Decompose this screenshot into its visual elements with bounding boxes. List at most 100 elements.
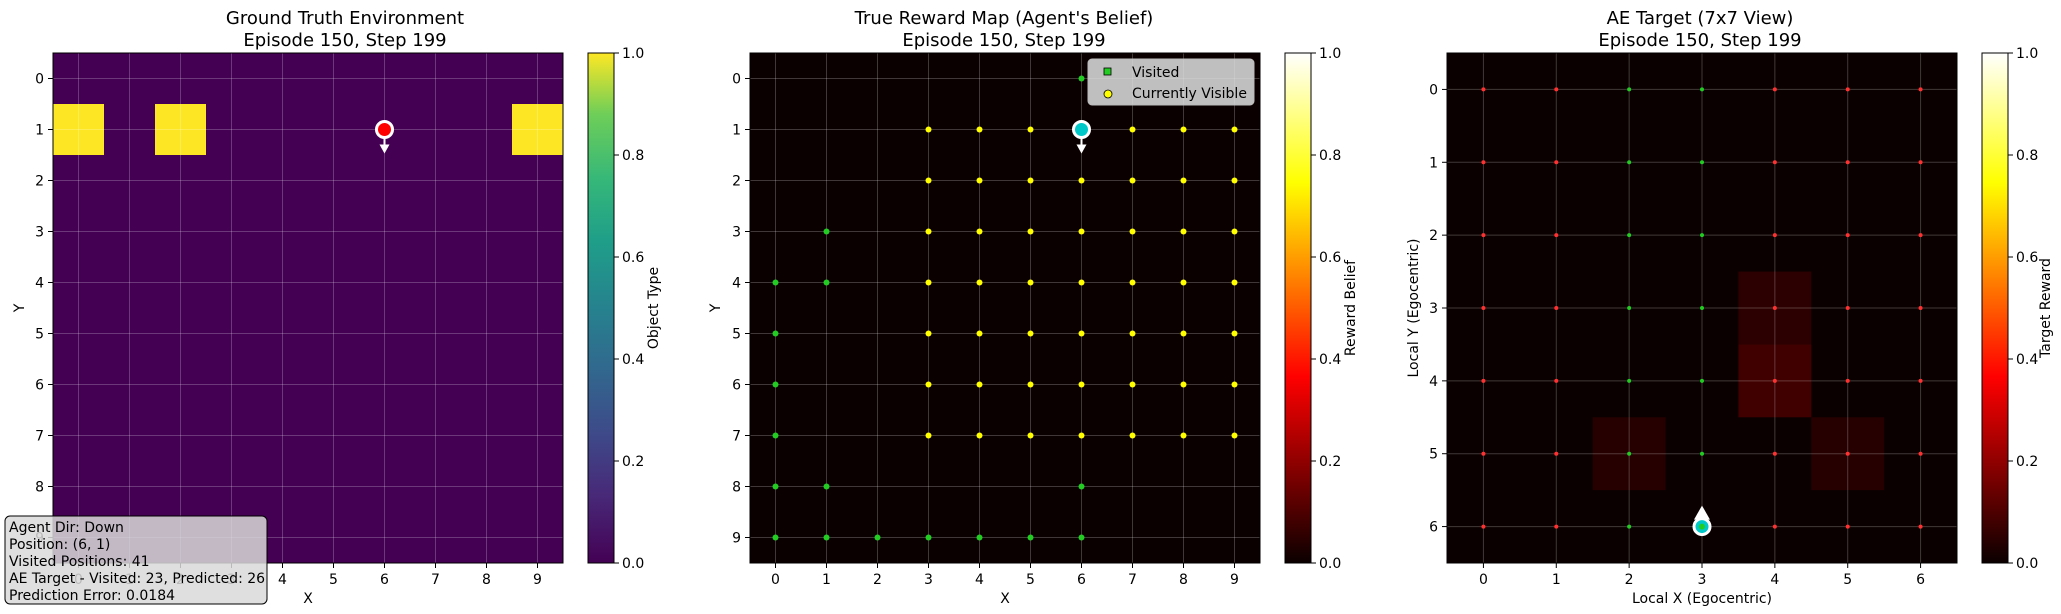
x-axis-label: X — [1000, 591, 1010, 607]
panel-ae-target: AE Target (7x7 View) Episode 150, Step 1… — [1406, 8, 2054, 607]
visited-dot — [823, 228, 830, 235]
visible-dot — [1129, 279, 1136, 286]
predicted-dot — [1918, 87, 1923, 92]
x-tick-label: 9 — [1230, 572, 1239, 588]
y-tick-label: 2 — [1429, 228, 1438, 244]
visited-dot — [823, 534, 830, 541]
visited-dot — [1078, 483, 1085, 490]
colorbar-tick-label: 1.0 — [2016, 46, 2038, 62]
plot-area — [750, 53, 1260, 563]
visited-dot — [772, 279, 779, 286]
predicted-dot — [1481, 524, 1486, 529]
predicted-dot — [1918, 524, 1923, 529]
predicted-dot — [1772, 233, 1777, 238]
x-tick-label: 0 — [771, 572, 780, 588]
colorbar-tick-label: 0.0 — [2016, 556, 2038, 572]
colorbar-tick-label: 0.2 — [622, 454, 644, 470]
x-tick-label: 5 — [1843, 572, 1852, 588]
visible-dot — [1078, 279, 1085, 286]
predicted-dot — [1918, 160, 1923, 165]
x-tick-label: 6 — [1077, 572, 1086, 588]
visited-dot — [1700, 87, 1704, 92]
y-tick-label: 4 — [732, 276, 741, 292]
y-tick-label: 7 — [732, 429, 741, 445]
predicted-dot — [1554, 451, 1559, 456]
agent-arrow-head — [1076, 144, 1087, 154]
x-tick-label: 1 — [822, 572, 831, 588]
object-cell — [155, 104, 206, 155]
colorbar-tick-label: 0.0 — [1319, 556, 1341, 572]
x-tick-label: 4 — [975, 572, 984, 588]
chart-title: AE Target (7x7 View) — [1607, 8, 1794, 29]
colorbar-tick-label: 0.8 — [622, 148, 644, 164]
plot-frame — [749, 52, 1261, 564]
predicted-dot — [1845, 233, 1850, 238]
y-tick-label: 0 — [35, 72, 44, 88]
visible-dot — [1129, 381, 1136, 388]
x-tick-label: 5 — [1026, 572, 1035, 588]
colorbar-tick-label: 0.4 — [2016, 352, 2038, 368]
info-visited-positions: Visited Positions: 41 — [9, 554, 150, 570]
y-tick-label: 6 — [1429, 520, 1438, 536]
visible-dot — [976, 330, 983, 337]
visible-dot — [976, 228, 983, 235]
y-tick-label: 3 — [35, 225, 44, 241]
visited-dot — [1700, 160, 1704, 165]
x-tick-label: 5 — [329, 572, 338, 588]
visited-dot — [772, 534, 779, 541]
predicted-dot — [1481, 451, 1486, 456]
visible-dot — [1129, 330, 1136, 337]
predicted-dot — [1918, 306, 1923, 310]
colorbar — [587, 52, 615, 564]
visible-dot — [1180, 330, 1187, 337]
info-position: Position: (6, 1) — [9, 537, 110, 553]
x-tick-label: 4 — [1770, 572, 1779, 588]
visited-dot — [925, 534, 932, 541]
info-prediction-error: Prediction Error: 0.0184 — [9, 588, 175, 604]
y-tick-label: 1 — [35, 123, 44, 139]
visited-dot — [1627, 160, 1632, 165]
visible-dot — [925, 228, 932, 235]
visited-dot — [772, 381, 779, 388]
x-tick-label: 8 — [482, 572, 491, 588]
visible-dot — [1180, 381, 1187, 388]
visited-dot — [1627, 524, 1632, 529]
predicted-dot — [1772, 160, 1777, 165]
visited-dot — [1078, 534, 1085, 541]
visible-dot — [976, 177, 983, 184]
visible-dot — [1231, 126, 1238, 133]
predicted-dot — [1481, 87, 1486, 92]
visible-dot — [925, 177, 932, 184]
visible-dot — [1231, 228, 1238, 235]
x-axis-label: X — [303, 591, 313, 607]
predicted-dot — [1481, 233, 1486, 238]
visible-dot — [1129, 432, 1136, 439]
visible-dot — [976, 126, 983, 133]
predicted-dot — [1772, 378, 1777, 383]
visible-dot — [1078, 330, 1085, 337]
visible-dot — [1027, 126, 1034, 133]
y-tick-label: 5 — [35, 327, 44, 343]
visible-dot — [1078, 177, 1085, 184]
y-tick-label: 3 — [732, 225, 741, 241]
visible-dot — [925, 126, 932, 133]
panel-reward-map: True Reward Map (Agent's Belief) Episode… — [708, 8, 1359, 607]
colorbar-tick-label: 0.6 — [2016, 250, 2038, 266]
object-cell — [512, 104, 563, 155]
predicted-dot — [1554, 160, 1559, 165]
legend-visited-marker — [1103, 67, 1112, 76]
predicted-dot — [1918, 451, 1923, 456]
visible-dot — [1027, 381, 1034, 388]
predicted-dot — [1554, 524, 1559, 529]
predicted-dot — [1481, 378, 1486, 383]
agent-direction-arrow — [1694, 505, 1710, 520]
y-tick-label: 0 — [1429, 82, 1438, 98]
y-tick-label: 2 — [35, 174, 44, 190]
x-tick-label: 1 — [1552, 572, 1561, 588]
predicted-dot — [1845, 451, 1850, 456]
visible-dot — [976, 381, 983, 388]
x-tick-label: 7 — [431, 572, 440, 588]
visible-dot — [1129, 228, 1136, 235]
predicted-dot — [1845, 524, 1850, 529]
legend-visible-marker — [1103, 89, 1113, 99]
